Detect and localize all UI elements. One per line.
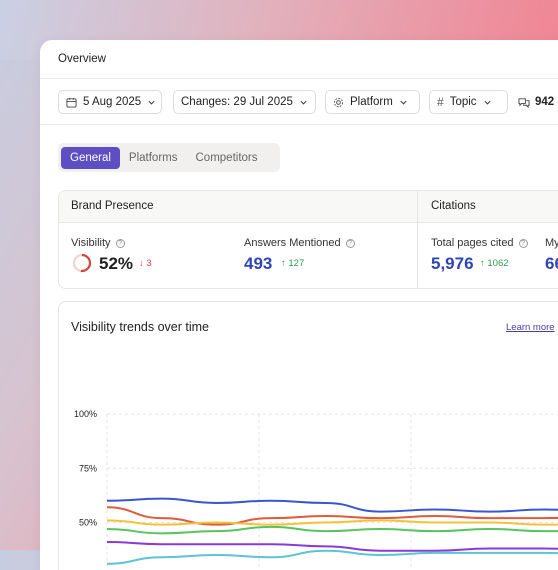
total-pages-value: 5,976 [431,254,474,273]
changes-filter[interactable]: Changes: 29 Jul 2025 [173,90,316,114]
visibility-trend-chart: 100%75%50%25% [74,409,558,570]
visibility-delta: ↓ 3 [139,258,152,269]
answers-delta-value: 127 [288,258,305,269]
chevron-down-icon [483,100,491,105]
brand-presence-header: Brand Presence [71,200,154,212]
y-tick-label: 75% [79,463,97,473]
answers-delta: ↑ 127 [281,258,304,269]
series-line-1[interactable] [106,497,558,513]
y-tick-label: 50% [79,518,97,528]
series-line-3[interactable] [106,519,558,526]
my-metric-value: 66 [545,254,558,273]
arrow-up-icon: ↑ [281,258,286,269]
metrics-card: Brand Presence Citations Visibility ? 52… [58,190,558,289]
y-tick-label: 100% [74,409,97,419]
series-line-5[interactable] [106,541,558,552]
changes-filter-label: Changes: 29 Jul 2025 [181,96,293,108]
series-line-4[interactable] [106,525,558,535]
overview-panel: Overview 5 Aug 2025 Changes: 29 Jul 2025… [40,40,558,570]
total-pages-delta: ↑ 1062 [480,258,509,269]
tab-platforms[interactable]: Platforms [128,151,178,164]
prompts-count-value: 942 [535,96,555,108]
series-line-2[interactable] [106,506,558,526]
tab-general[interactable]: General [61,146,120,169]
chat-icon [518,97,530,108]
panel-title: Overview [58,53,106,65]
chevron-down-icon [300,100,307,105]
info-icon[interactable]: ? [345,238,355,248]
my-metric-label: My [545,237,558,249]
total-pages-label: Total pages cited ? [431,237,528,249]
visibility-delta-value: 3 [146,258,152,269]
calendar-icon [66,97,77,108]
visibility-value: 52% [99,254,134,273]
answers-label: Answers Mentioned ? [244,237,355,249]
answers-label-text: Answers Mentioned [244,237,341,249]
answers-value: 493 [244,254,273,273]
arrow-up-icon: ↑ [480,258,485,269]
arrow-down-icon: ↓ [139,258,144,269]
visibility-ring-icon [72,253,92,273]
chevron-down-icon [400,100,407,105]
chart-card: Visibility trends over time Learn more 1… [58,301,558,570]
topic-filter[interactable]: # Topic [429,90,508,114]
metrics-card-header [59,191,558,223]
visibility-label-text: Visibility [71,237,111,249]
divider [417,191,418,288]
topic-filter-label: Topic [449,96,477,108]
info-icon[interactable]: ? [518,238,528,248]
prompts-count[interactable]: 942 [518,90,554,114]
series-line-6[interactable] [106,549,558,565]
date-filter[interactable]: 5 Aug 2025 [58,90,162,114]
chevron-down-icon [148,100,155,105]
divider [40,124,558,125]
divider [40,78,558,79]
learn-more-link[interactable]: Learn more [506,322,555,333]
view-tabs: General Platforms Competitors [58,143,280,172]
platform-filter-label: Platform [350,96,393,108]
platform-filter[interactable]: Platform [325,90,420,114]
date-filter-label: 5 Aug 2025 [83,96,142,108]
chart-title: Visibility trends over time [71,320,210,334]
total-pages-delta-value: 1062 [487,258,509,269]
tab-competitors[interactable]: Competitors [195,151,258,164]
visibility-label: Visibility ? [71,237,125,249]
citations-header: Citations [431,200,476,212]
hash-icon: # [437,95,444,109]
gear-icon [333,97,344,107]
info-icon[interactable]: ? [115,238,125,248]
total-pages-label-text: Total pages cited [431,237,514,249]
